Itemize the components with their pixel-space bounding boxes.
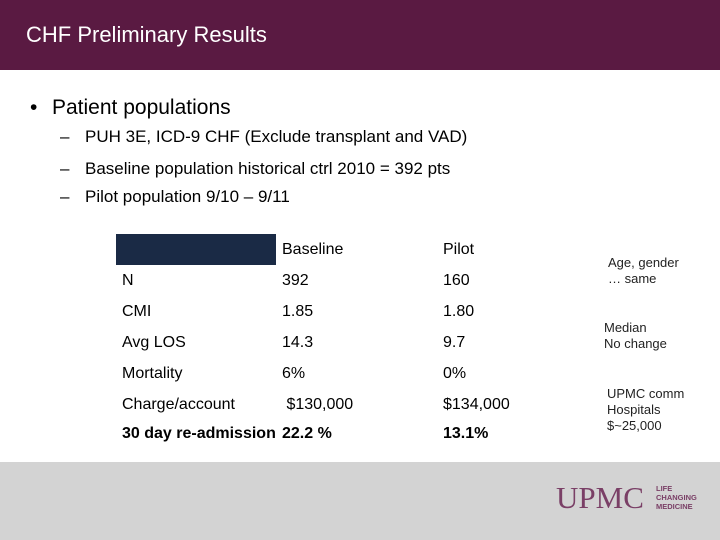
pilot-value: 0%	[443, 364, 467, 382]
table-row: 30 day re-admission 22.2 % 13.1%	[116, 420, 580, 470]
baseline-value: $130,000	[282, 395, 354, 413]
baseline-value: 6%	[282, 364, 306, 382]
table-row: Charge/account $130,000 $134,000	[116, 389, 580, 420]
pilot-value: 9.7	[443, 333, 466, 351]
sub-item-text: Pilot population 9/10 – 9/11	[85, 187, 290, 206]
table-header-corner	[116, 234, 276, 265]
row-label: Mortality	[122, 364, 183, 382]
baseline-value: 22.2 %	[282, 425, 332, 442]
table-row: CMI 1.85 1.80	[116, 296, 580, 327]
footer-band	[0, 462, 720, 540]
pilot-value: 1.80	[443, 302, 475, 320]
upmc-logo-tagline: LIFE CHANGING MEDICINE	[656, 484, 697, 511]
row-label: N	[122, 271, 134, 289]
results-table: Baseline Pilot N 392 160 CMI 1.85 1.80 A…	[116, 234, 580, 470]
baseline-value: 14.3	[282, 333, 314, 351]
pilot-value: $134,000	[443, 395, 510, 413]
sub-dash: –	[60, 159, 70, 178]
row-label: Charge/account	[122, 395, 235, 413]
row-label: 30 day re-admission	[122, 425, 276, 442]
table-row: Avg LOS 14.3 9.7	[116, 327, 580, 358]
bullet-heading: Patient populations	[52, 96, 231, 119]
baseline-value: 392	[282, 271, 309, 289]
row-label: CMI	[122, 302, 152, 320]
table-header-row: Baseline Pilot	[116, 234, 580, 265]
slide-title: CHF Preliminary Results	[26, 22, 267, 47]
title-bar: CHF Preliminary Results	[0, 0, 720, 70]
baseline-value: 1.85	[282, 302, 314, 320]
sub-item: – PUH 3E, ICD-9 CHF (Exclude transplant a…	[60, 127, 467, 147]
bullet-patient-populations: • Patient populations	[30, 96, 231, 120]
upmc-logo-wordmark: UPMC	[556, 480, 644, 515]
sub-item-text: Baseline population historical ctrl 2010…	[85, 159, 451, 178]
table-row: Mortality 6% 0%	[116, 358, 580, 389]
bullet-dot: •	[30, 96, 38, 119]
sub-item-text: PUH 3E, ICD-9 CHF (Exclude transplant an…	[85, 127, 468, 146]
note-upmc-comm: UPMC comm Hospitals $~25,000	[607, 386, 685, 433]
row-label: Avg LOS	[122, 333, 186, 351]
table-header-baseline: Baseline	[276, 234, 437, 265]
sub-dash: –	[60, 127, 70, 146]
pilot-value: 13.1%	[443, 425, 489, 442]
note-median: Median No change	[604, 320, 667, 351]
table-header-pilot: Pilot	[437, 234, 580, 265]
sub-dash: –	[60, 187, 70, 206]
table-row: N 392 160	[116, 265, 580, 296]
pilot-value: 160	[443, 271, 470, 289]
sub-item: – Pilot population 9/10 – 9/11	[60, 187, 290, 207]
sub-item: – Baseline population historical ctrl 201…	[60, 159, 450, 179]
note-age-gender: Age, gender … same	[608, 255, 679, 286]
